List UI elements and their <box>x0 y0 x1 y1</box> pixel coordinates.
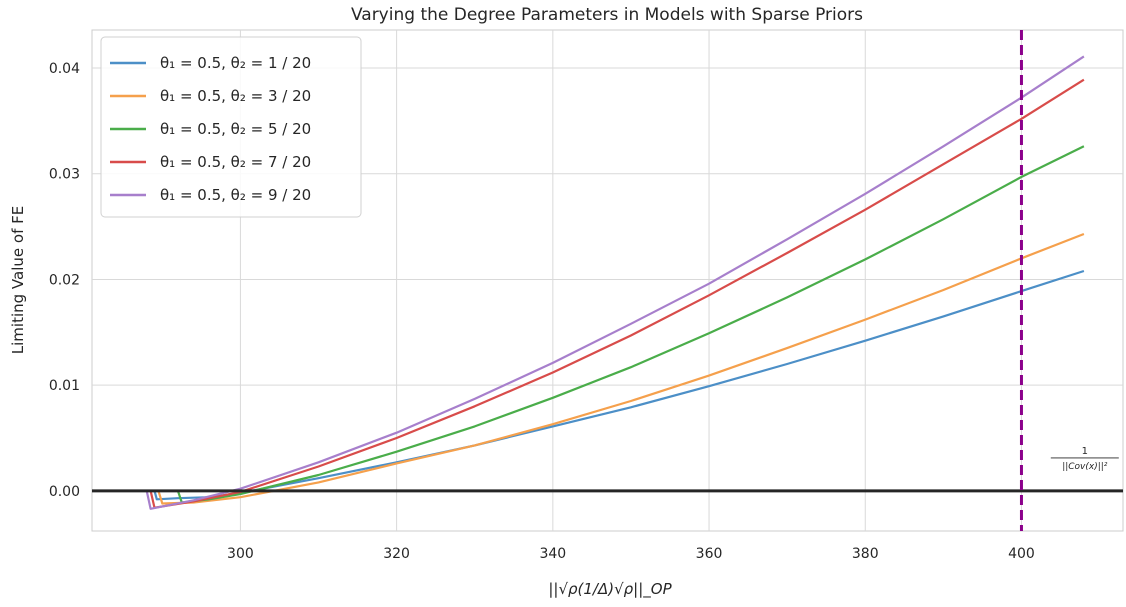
y-axis-ticks: 0.00 0.01 0.02 0.03 0.04 <box>49 61 80 500</box>
y-tick-label: 0.02 <box>49 272 80 288</box>
y-tick-label: 0.04 <box>49 61 80 77</box>
legend-entry: θ₁ = 0.5, θ₂ = 9 / 20 <box>160 186 311 204</box>
x-tick-label: 360 <box>696 546 723 562</box>
legend-box <box>100 36 362 218</box>
annotation: 1 ||Cov(x)||² <box>1050 446 1119 472</box>
x-axis-label-text: ||√ρ(1/Δ)√ρ||_OP <box>548 580 672 599</box>
legend-entry: θ₁ = 0.5, θ₂ = 1 / 20 <box>160 54 311 72</box>
series-line-5 <box>135 55 1085 510</box>
x-tick-label: 300 <box>227 546 254 562</box>
x-tick-label: 400 <box>1008 546 1035 562</box>
y-tick-label: 0.03 <box>49 167 80 183</box>
chart-title: Varying the Degree Parameters in Models … <box>351 5 863 25</box>
legend: θ₁ = 0.5, θ₂ = 1 / 20 θ₁ = 0.5, θ₂ = 3 / … <box>100 36 362 218</box>
y-axis-label: Limiting Value of FE <box>9 206 27 354</box>
series-group <box>135 55 1085 510</box>
x-tick-label: 320 <box>383 546 410 562</box>
y-tick-label: 0.01 <box>49 378 80 394</box>
x-axis-ticks: 300 320 340 360 380 400 <box>227 546 1035 562</box>
reference-lines <box>92 30 1123 531</box>
annotation-numerator: 1 <box>1082 446 1088 457</box>
legend-entry: θ₁ = 0.5, θ₂ = 5 / 20 <box>160 120 311 138</box>
x-tick-label: 380 <box>852 546 879 562</box>
legend-entry: θ₁ = 0.5, θ₂ = 3 / 20 <box>160 87 311 105</box>
x-tick-label: 340 <box>539 546 566 562</box>
x-axis-label: ||√ρ(1/Δ)√ρ||_OP <box>548 580 672 599</box>
legend-entry: θ₁ = 0.5, θ₂ = 7 / 20 <box>160 153 311 171</box>
y-tick-label: 0.00 <box>49 484 80 500</box>
annotation-denominator: ||Cov(x)||² <box>1062 462 1108 472</box>
